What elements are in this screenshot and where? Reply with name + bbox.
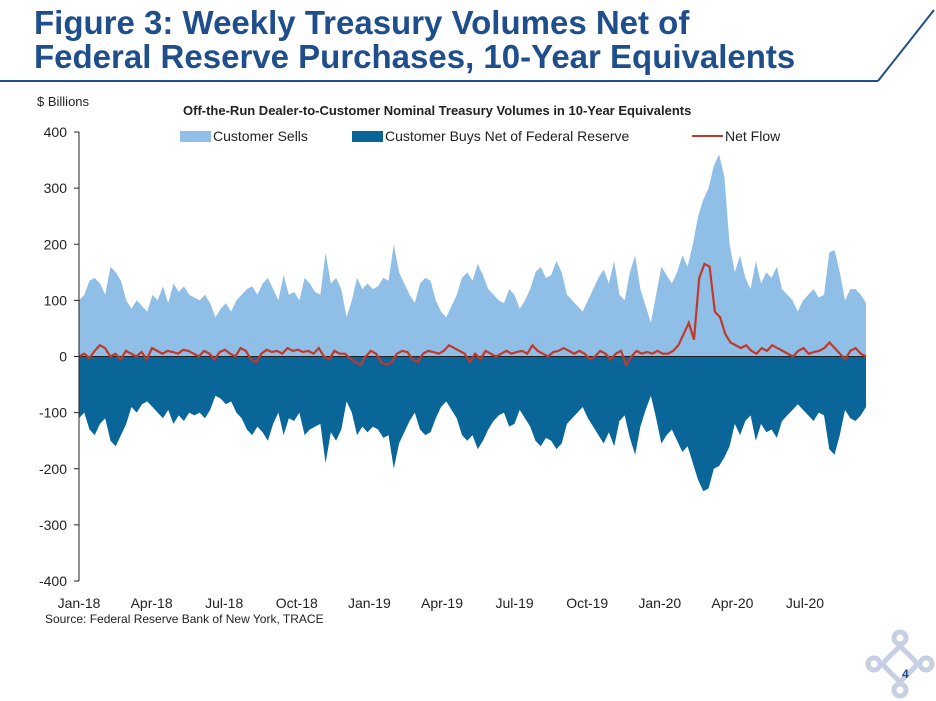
legend-item-net-flow: Net Flow [692,128,780,144]
series-area-1 [79,356,866,492]
y-tick-label-3: 100 [44,292,68,308]
legend-swatch-customer-sells [180,130,211,142]
x-tick-label-6: Jul-19 [496,595,534,611]
x-tick-label-2: Jul-18 [205,595,243,611]
x-tick-label-1: Apr-18 [131,595,173,611]
x-tick-label-0: Jan-18 [58,595,101,611]
x-tick-label-5: Apr-19 [421,595,463,611]
y-tick-label-6: -200 [39,461,67,477]
x-tick-label-3: Oct-18 [276,595,318,611]
page-title: Figure 3: Weekly Treasury Volumes Net of… [34,6,795,74]
y-tick-label-8: -400 [39,573,67,589]
page-title-line-2: Federal Reserve Purchases, 10-Year Equiv… [34,38,796,75]
page-number: 4 [902,667,909,681]
header-rule [0,9,935,82]
series-line-2 [78,262,867,368]
y-tick-label-5: -100 [39,405,67,421]
legend-item-customer-sells: Customer Sells [180,128,308,144]
legend-item-customer-buys: Customer Buys Net of Federal Reserve [352,128,629,144]
page-title-line-1: Figure 3: Weekly Treasury Volumes Net of [34,4,690,41]
x-tick-label-7: Oct-19 [566,595,608,611]
y-tick-label-4: 0 [59,349,67,365]
legend-label-customer-buys: Customer Buys Net of Federal Reserve [385,128,630,144]
y-tick-label-7: -300 [39,517,67,533]
chart-title: Off-the-Run Dealer-to-Customer Nominal T… [183,103,692,118]
logo-icon [865,629,935,699]
legend-swatch-customer-buys [352,130,383,142]
legend-label-net-flow: Net Flow [725,128,781,144]
y-tick-label-0: 400 [44,124,68,140]
y-tick-label-2: 200 [44,236,68,252]
legend-label-customer-sells: Customer Sells [213,128,308,144]
series-area-0 [79,154,866,357]
x-tick-label-4: Jan-19 [348,595,391,611]
y-tick-label-1: 300 [44,180,68,196]
x-tick-label-8: Jan-20 [638,595,681,611]
x-tick-label-10: Jul-20 [786,595,824,611]
source-note: Source: Federal Reserve Bank of New York… [45,612,324,626]
x-tick-label-9: Apr-20 [711,595,753,611]
legend-swatch-net-flow [692,135,723,137]
y-axis-label: $ Billions [37,94,90,109]
